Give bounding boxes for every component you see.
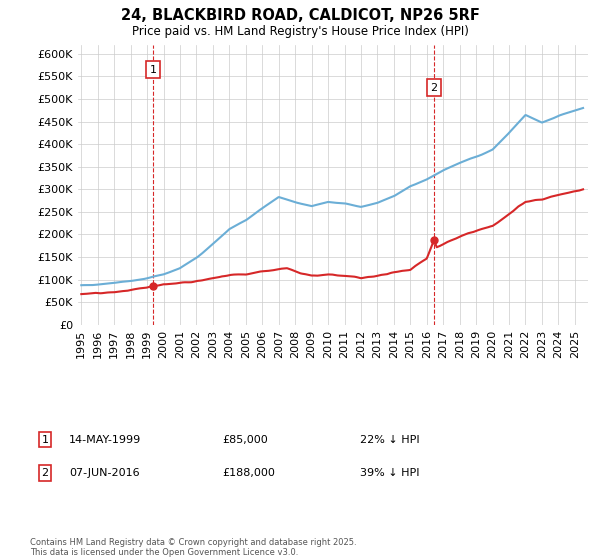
Text: 22% ↓ HPI: 22% ↓ HPI [360,435,419,445]
Text: Price paid vs. HM Land Registry's House Price Index (HPI): Price paid vs. HM Land Registry's House … [131,25,469,38]
Text: Contains HM Land Registry data © Crown copyright and database right 2025.
This d: Contains HM Land Registry data © Crown c… [30,538,356,557]
Text: 2: 2 [41,468,49,478]
Text: £85,000: £85,000 [222,435,268,445]
Text: £188,000: £188,000 [222,468,275,478]
Text: 2: 2 [430,83,437,93]
Text: 14-MAY-1999: 14-MAY-1999 [69,435,141,445]
Text: 24, BLACKBIRD ROAD, CALDICOT, NP26 5RF: 24, BLACKBIRD ROAD, CALDICOT, NP26 5RF [121,8,479,24]
Text: 1: 1 [149,64,157,74]
Text: 1: 1 [41,435,49,445]
Text: 07-JUN-2016: 07-JUN-2016 [69,468,140,478]
Text: 39% ↓ HPI: 39% ↓ HPI [360,468,419,478]
